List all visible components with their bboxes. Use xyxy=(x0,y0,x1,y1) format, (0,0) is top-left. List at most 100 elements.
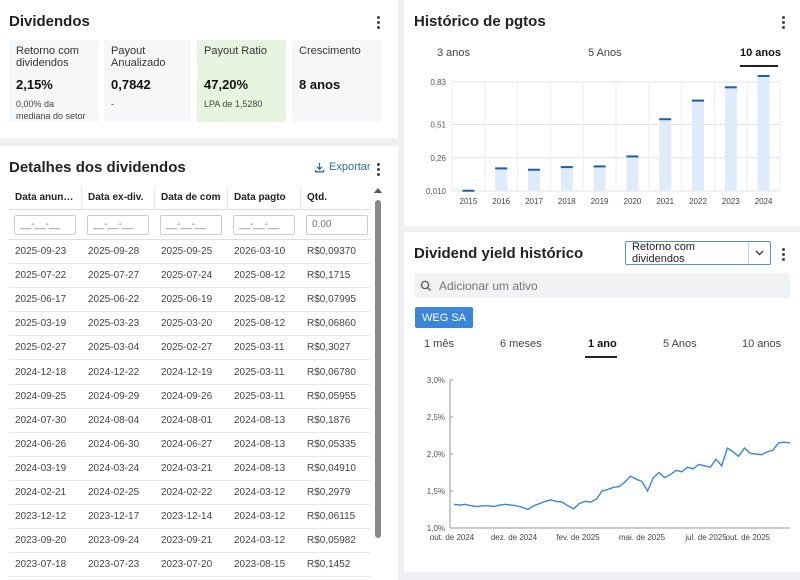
bar xyxy=(495,168,508,191)
table-cell: 2023-12-12 xyxy=(15,511,67,523)
table-cell: 2024-06-30 xyxy=(88,438,140,450)
table-row: 2023-09-20 2023-09-24 2023-09-21 2024-03-12… xyxy=(9,529,371,554)
table-cell: 2023-07-18 xyxy=(15,559,67,571)
table-cell: 2024-02-25 xyxy=(88,486,140,498)
payment-history-chart: 0,010 0,26 0,51 0,83 2015 2016 2017 2018 2019 202… xyxy=(426,75,781,206)
metric-payout-annualized: Payout Anualizado 0,7842 - xyxy=(104,40,191,122)
column-header-announced[interactable]: Data anunciada xyxy=(9,186,82,209)
export-button[interactable]: Exportar xyxy=(314,161,371,173)
table-cell: 2024-03-19 xyxy=(15,462,67,474)
bar xyxy=(593,166,606,191)
table-body: 2025-09-23 2025-09-28 2025-09-25 2026-03-10… xyxy=(9,240,371,578)
filter-ex-date-input[interactable] xyxy=(87,214,149,235)
table-cell: 2023-09-21 xyxy=(161,535,213,547)
filter-row xyxy=(9,210,371,240)
chevron-down-icon[interactable] xyxy=(748,242,770,264)
tab-3-years[interactable]: 3 anos xyxy=(437,47,471,59)
details-menu-icon[interactable] xyxy=(371,161,385,177)
table-cell: 2023-07-20 xyxy=(161,559,213,571)
column-header-amount[interactable]: Qtd. xyxy=(307,192,327,203)
x-tick-label: dez. de 2024 xyxy=(491,533,538,542)
scroll-up-icon[interactable] xyxy=(374,188,382,193)
metric-value: 2,15% xyxy=(16,77,53,92)
tab-10-years[interactable]: 10 anos xyxy=(740,47,781,59)
table-cell: 2025-07-22 xyxy=(15,270,67,282)
table-row: 2024-07-30 2024-08-04 2024-08-01 2024-08-13… xyxy=(9,409,371,433)
table-cell: 2025-02-27 xyxy=(15,342,67,354)
tab-10-years-yield[interactable]: 10 anos xyxy=(742,338,782,350)
dividends-menu-icon[interactable] xyxy=(371,14,385,30)
table-cell: 2025-07-24 xyxy=(161,270,213,282)
metric-sub: - xyxy=(111,99,114,109)
y-tick-label: 0,010 xyxy=(426,187,447,196)
tab-5-years-yield[interactable]: 5 Anos xyxy=(663,338,697,350)
table-cell: 2025-06-19 xyxy=(161,294,213,306)
tab-1-month[interactable]: 1 mês xyxy=(424,338,454,350)
history-menu-icon[interactable] xyxy=(776,14,790,30)
table-row: 2025-03-19 2025-03-23 2025-03-20 2025-08-12… xyxy=(9,312,371,337)
x-tick-label: 2015 xyxy=(460,197,478,206)
x-tick-label: out. de 2024 xyxy=(430,533,475,542)
x-tick-label: 2020 xyxy=(624,197,642,206)
dividends-summary-card: Dividendos Retorno com dividendos 2,15% … xyxy=(0,0,398,138)
filter-amount-input[interactable] xyxy=(306,214,368,235)
column-header-record-date[interactable]: Data de com xyxy=(155,186,228,209)
y-tick-label: 3,0% xyxy=(427,376,445,385)
filter-pay-date-input[interactable] xyxy=(233,214,295,235)
table-cell: 2024-03-21 xyxy=(161,462,213,474)
filter-record-date-input[interactable] xyxy=(160,214,222,235)
bar-cap xyxy=(462,189,475,192)
asset-chip-weg[interactable]: WEG SA xyxy=(415,307,473,328)
table-cell: 2025-06-22 xyxy=(88,294,140,306)
column-header-pay-date[interactable]: Data pagto xyxy=(228,186,301,209)
bar-cap xyxy=(626,155,639,158)
table-cell: 2024-03-24 xyxy=(88,462,140,474)
bar-cap xyxy=(692,99,704,102)
bar-cap xyxy=(593,165,606,168)
tab-1-year[interactable]: 1 ano xyxy=(588,338,617,350)
table-cell: 2024-03-12 xyxy=(234,535,286,547)
table-row: 2024-06-26 2024-06-30 2024-06-27 2024-08-13… xyxy=(9,433,371,457)
table-cell: 2024-09-25 xyxy=(15,390,67,402)
x-tick-label: out. de 2025 xyxy=(726,533,771,542)
add-asset-input[interactable] xyxy=(415,273,790,298)
tab-5-years[interactable]: 5 Anos xyxy=(588,47,622,59)
table-row: 2025-02-27 2025-03-04 2025-02-27 2025-03-11… xyxy=(9,336,371,361)
table-cell: 2025-03-04 xyxy=(88,342,140,354)
table-cell: 2025-08-12 xyxy=(234,270,286,282)
scrollbar-thumb[interactable] xyxy=(375,200,381,538)
table-cell: 2025-03-11 xyxy=(234,366,285,378)
bar-cap xyxy=(659,118,672,121)
table-cell: 2025-02-27 xyxy=(161,342,213,354)
table-cell: 2024-06-27 xyxy=(161,438,213,450)
table-row: 2024-02-21 2024-02-25 2024-02-22 2024-03-12… xyxy=(9,481,371,506)
table-cell: 2024-02-22 xyxy=(161,486,213,498)
column-header-ex-date[interactable]: Data ex-div. xyxy=(82,186,155,209)
table-cell: 2024-06-26 xyxy=(15,438,67,450)
table-cell: 2025-03-20 xyxy=(161,318,213,330)
filter-announced-input[interactable] xyxy=(14,214,76,235)
metric-sub: LPA de 1,5280 xyxy=(204,99,263,109)
y-tick-label: 1,5% xyxy=(427,487,445,496)
bar-cap xyxy=(724,86,737,89)
metric-label: Crescimento xyxy=(299,45,361,57)
dividend-details-title: Detalhes dos dividendos xyxy=(9,159,186,176)
y-tick-label: 0,26 xyxy=(430,154,446,163)
table-cell: 2025-09-28 xyxy=(88,246,140,258)
y-tick-label: 2,0% xyxy=(427,450,445,459)
table-cell: 2024-12-19 xyxy=(161,366,213,378)
table-cell: R$0,09370 xyxy=(307,246,356,258)
x-tick-label: 2018 xyxy=(558,197,576,206)
table-cell: 2024-12-22 xyxy=(88,366,140,378)
tab-6-months[interactable]: 6 meses xyxy=(500,338,542,350)
bar-cap xyxy=(560,166,573,169)
table-cell: R$0,1452 xyxy=(307,559,351,571)
y-tick-label: 2,5% xyxy=(427,413,445,422)
table-cell: 2025-07-27 xyxy=(88,270,140,282)
x-tick-label: 2022 xyxy=(689,197,707,206)
yield-menu-icon[interactable] xyxy=(776,246,790,262)
metric-value: 47,20% xyxy=(204,77,249,92)
download-icon xyxy=(314,162,325,172)
yield-metric-select[interactable]: Retorno com dividendos xyxy=(625,241,771,265)
x-tick-label: fev. de 2025 xyxy=(556,533,600,542)
